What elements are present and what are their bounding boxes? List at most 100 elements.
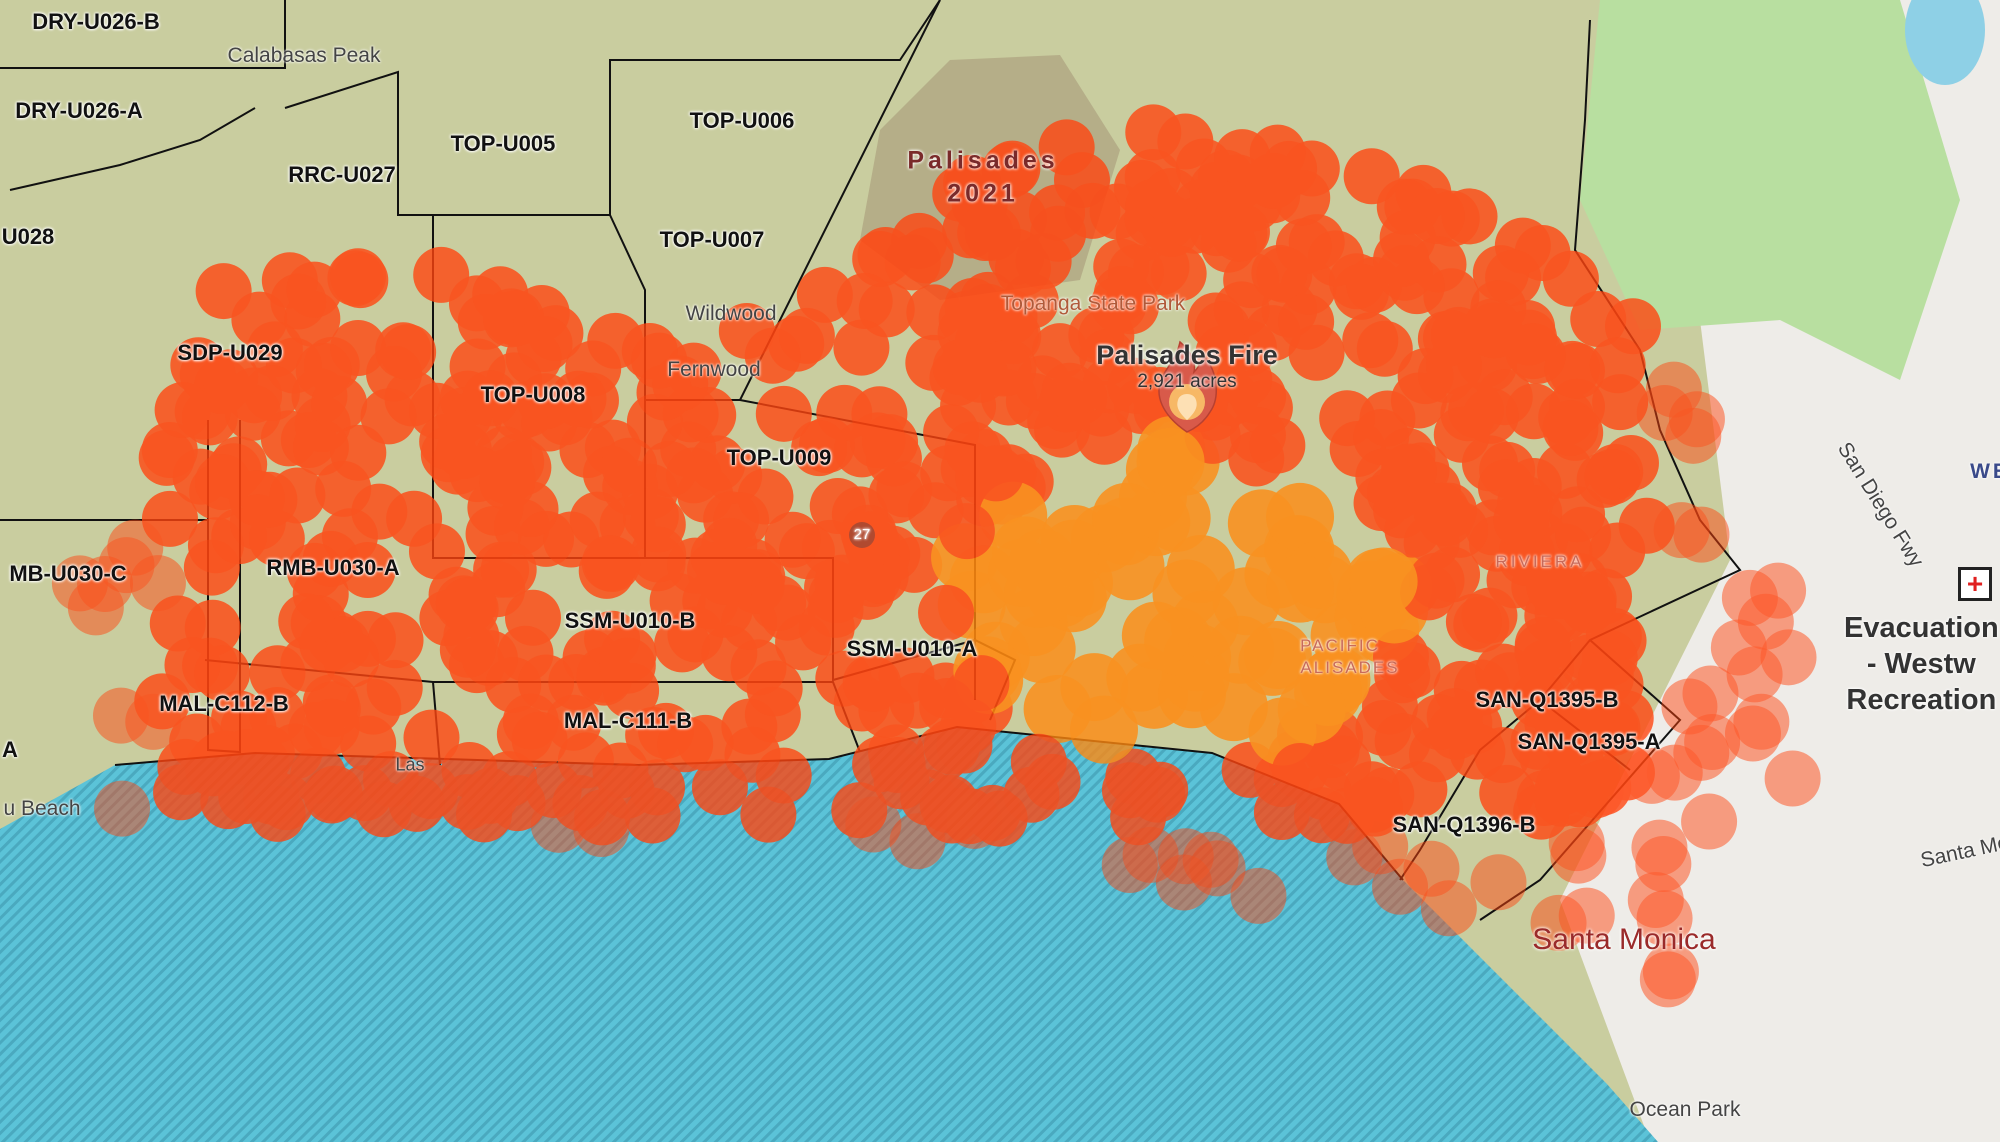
zone-label[interactable]: RRC-U027 [288,162,396,187]
zone-label[interactable]: SAN-Q1395-B [1475,687,1619,712]
zone-label[interactable]: MAL-C111-B [563,708,693,733]
fire-name: Palisades Fire [1096,340,1278,370]
fire-spot [1428,703,1485,760]
fire-acres: 2,921 acres [1137,371,1237,392]
flame-icon[interactable] [1152,340,1222,435]
zone-label[interactable]: TOP-U005 [450,131,556,156]
fire-spot [190,733,247,790]
fire-spot [403,709,460,766]
fire-spot [938,503,995,560]
fire-spot [1343,148,1400,205]
fire-spot [897,227,954,284]
fire-spot [408,523,465,580]
red-cross-icon[interactable]: + [1958,567,1992,601]
fire-spot [852,736,909,793]
fire-spot [677,714,734,771]
fire-spot [1526,558,1583,615]
fire-spot [1355,448,1412,505]
fire-spot [339,541,396,598]
fire-spot [764,511,821,568]
fire-spot [1166,534,1235,603]
place-label: PACIFIC [1300,636,1380,655]
zone-label[interactable]: DRY-U026-A [15,98,143,123]
fire-spot [107,519,164,576]
zone-label[interactable]: MB-U030-C [9,561,127,586]
zone-label[interactable]: DRY-U026-B [32,9,160,34]
zone-label[interactable]: RMB-U030-A [266,555,400,580]
fire-spot [1373,231,1430,288]
fire-spot [791,420,848,477]
zone-label[interactable]: TOP-U007 [659,227,765,252]
evacuation-center-label[interactable]: Evacuation - Westw Recreation [1844,610,1999,718]
fire-spot [1090,276,1147,333]
fire-spot [1493,492,1550,549]
fire-spot [1645,361,1702,418]
zone-label[interactable]: U028 [1,224,55,249]
fire-spot [919,776,976,833]
fire-spot [1445,593,1502,650]
fire-spot [258,774,315,831]
zone-label[interactable]: SSM-U010-A [846,636,978,661]
fire-spot [629,759,686,816]
fire-spot [1326,829,1383,886]
fire-spot [936,717,993,774]
place-label: u Beach [3,797,81,820]
place-label: Topanga State Park [1000,292,1186,315]
zone-label[interactable]: TOP-U009 [726,445,832,470]
fire-spot [1110,789,1167,846]
fire-spot [1668,391,1725,448]
fire-spot [315,460,372,517]
fire-spot [796,266,853,323]
zone-label[interactable]: MAL-C112-B [159,691,289,716]
fire-spot [1550,827,1607,884]
fire-spot [1319,787,1376,844]
fire-spot [991,516,1060,585]
place-label: ALISADES [1300,658,1400,677]
fire-spot [1307,230,1364,287]
fire-spot [1244,167,1301,224]
zone-label[interactable]: SSM-U010-B [564,608,696,633]
fire-spot [1266,482,1335,551]
zone-label[interactable]: SDP-U029 [177,340,283,365]
fire-spot [1372,628,1429,685]
fire-spot [1277,675,1346,744]
zone-label[interactable]: SAN-Q1396-B [1392,812,1536,837]
place-label: Wildwood [685,302,777,325]
zone-label[interactable]: SAN-Q1395-A [1517,729,1661,754]
fire-spot [1076,408,1133,465]
fire-spot [724,726,781,783]
zone-label[interactable]: TOP-U008 [480,382,586,407]
fire-spot [1238,627,1307,696]
fire-spots [51,104,1821,1008]
fire-spot [248,510,305,567]
fire-spot [1417,310,1474,367]
fire-spot [194,454,251,511]
fire-spot [295,342,352,399]
fire-spot [94,780,151,837]
fire-spot [1142,483,1211,552]
fire-spot [1760,629,1817,686]
fire-spot [1107,357,1164,414]
zone-label[interactable]: A [2,737,18,762]
fire-spot [1684,713,1741,770]
fire-spot [154,382,211,439]
fire-spot [1420,880,1477,937]
fire-label[interactable]: Palisades Fire 2,921 acres [1096,340,1278,393]
fire-spot [67,579,124,636]
fire-spot [1253,784,1310,841]
fire-spot [261,252,318,309]
fire-spot [1413,482,1470,539]
zone-label[interactable]: TOP-U006 [689,108,795,133]
fire-spot [149,595,206,652]
fire-spot [1121,601,1190,670]
fire-spot [740,786,797,843]
fire-spot [1639,951,1696,1008]
fire-spot [456,786,513,843]
fire-spot [569,491,626,548]
fire-spot [51,555,108,612]
fire-spot [125,693,182,750]
fire-spot [480,541,537,598]
fire-spot [306,765,363,822]
fire-spot [1635,835,1692,892]
